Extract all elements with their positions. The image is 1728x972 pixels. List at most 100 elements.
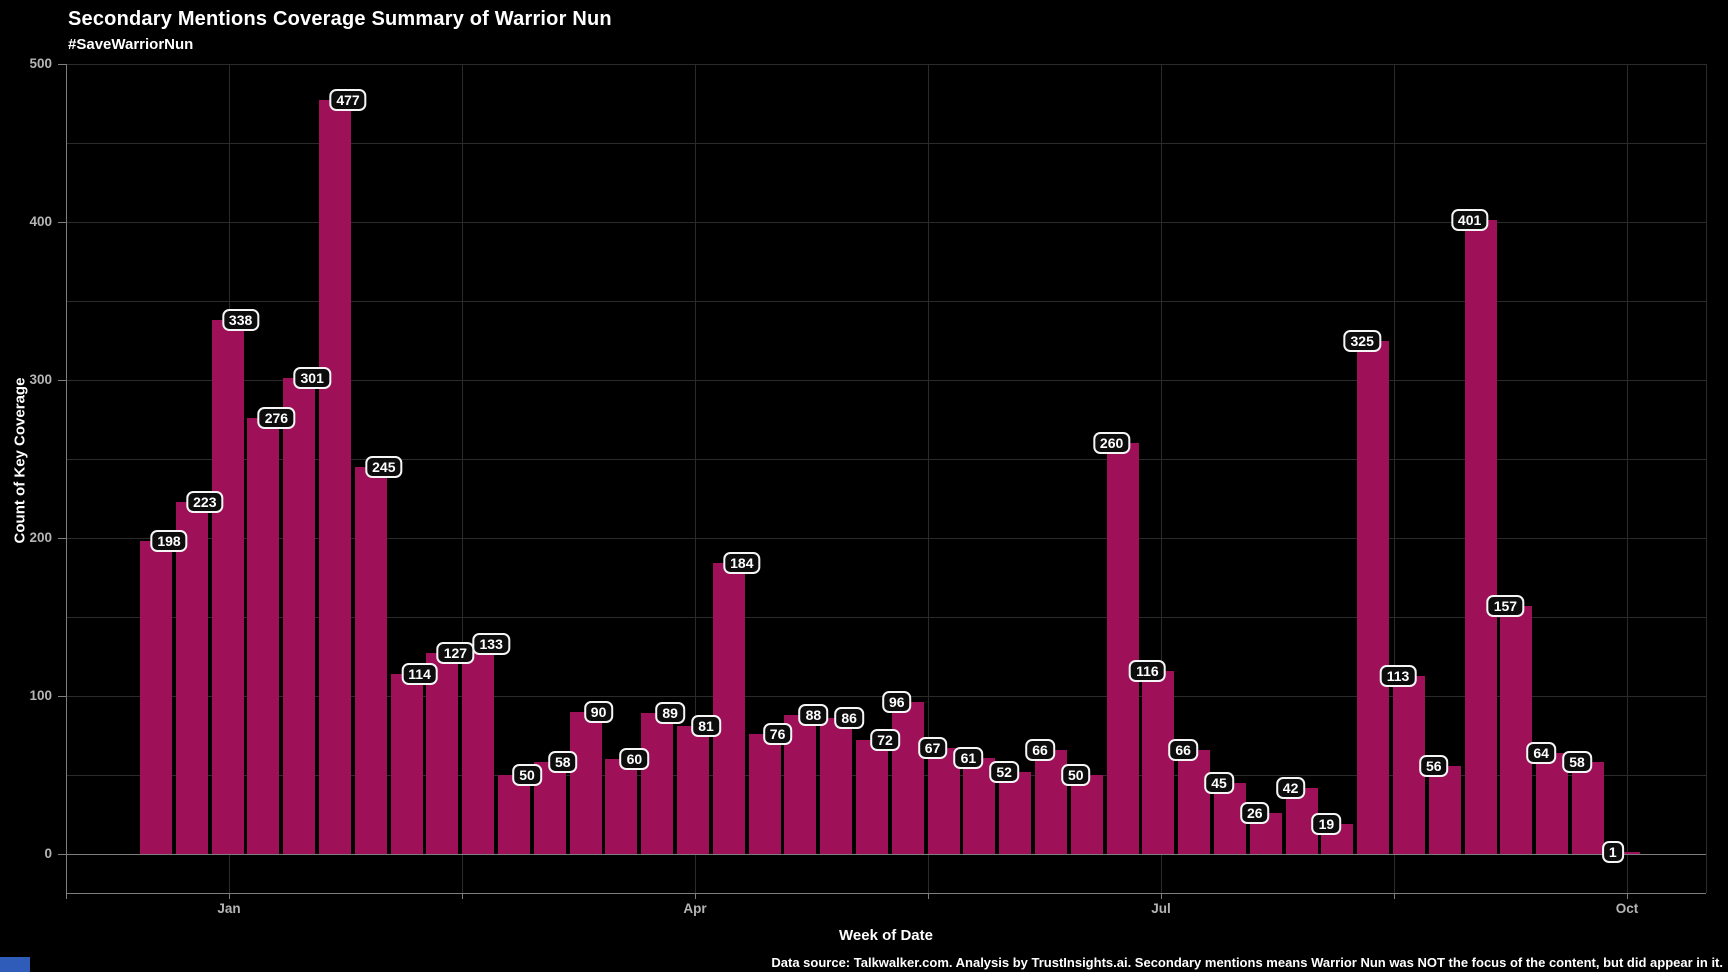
x-axis-tick bbox=[462, 893, 463, 899]
bar-week-9[interactable] bbox=[426, 653, 459, 854]
x-axis-tick bbox=[1394, 893, 1395, 899]
bar-week-39[interactable] bbox=[1500, 605, 1533, 854]
vertical-gridline bbox=[1627, 64, 1628, 893]
bar-value-label: 86 bbox=[834, 707, 864, 730]
corner-accent bbox=[0, 957, 30, 972]
bar-value-label: 338 bbox=[221, 309, 260, 331]
x-tick-label-jan: Jan bbox=[217, 901, 241, 916]
bar-value-label: 133 bbox=[472, 632, 510, 655]
plot-right-border bbox=[1706, 64, 1707, 893]
bar-week-3[interactable] bbox=[211, 320, 244, 854]
bar-value-label: 88 bbox=[798, 704, 829, 726]
vertical-gridline bbox=[462, 64, 463, 893]
bar-value-label: 301 bbox=[293, 367, 331, 390]
horizontal-gridline bbox=[66, 380, 1706, 381]
horizontal-gridline bbox=[66, 222, 1706, 223]
bar-week-16[interactable] bbox=[677, 726, 709, 854]
bar-value-label: 90 bbox=[583, 700, 614, 723]
bar-week-38[interactable] bbox=[1464, 220, 1497, 854]
y-tick-label: 200 bbox=[29, 530, 52, 545]
bar-week-11[interactable] bbox=[498, 775, 530, 854]
y-axis-tick bbox=[58, 854, 66, 855]
horizontal-gridline bbox=[66, 459, 1706, 460]
bar-value-label: 1 bbox=[1601, 841, 1624, 864]
bar-week-5[interactable] bbox=[283, 378, 316, 854]
bar-value-label: 26 bbox=[1240, 801, 1270, 824]
bar-value-label: 127 bbox=[436, 642, 475, 665]
bar-value-label: 72 bbox=[870, 729, 900, 752]
vertical-gridline bbox=[1394, 64, 1395, 893]
bar-week-1[interactable] bbox=[140, 541, 172, 854]
bar-week-29[interactable] bbox=[1142, 670, 1175, 854]
bar-value-label: 157 bbox=[1486, 594, 1525, 617]
bar-week-28[interactable] bbox=[1106, 443, 1139, 854]
bar-week-8[interactable] bbox=[390, 673, 423, 854]
y-axis-tick bbox=[58, 64, 66, 65]
horizontal-gridline bbox=[66, 617, 1706, 618]
bar-week-35[interactable] bbox=[1357, 340, 1390, 854]
bar-value-label: 56 bbox=[1419, 754, 1449, 777]
chart-subtitle: #SaveWarriorNun bbox=[68, 36, 194, 53]
bar-week-27[interactable] bbox=[1070, 775, 1103, 854]
bar-week-41[interactable] bbox=[1572, 762, 1604, 854]
bar-value-label: 60 bbox=[619, 748, 650, 771]
bar-week-17[interactable] bbox=[712, 563, 745, 854]
vertical-gridline bbox=[695, 64, 696, 893]
x-axis-tick bbox=[1161, 893, 1162, 899]
bar-value-label: 260 bbox=[1092, 432, 1131, 455]
chart-title: Secondary Mentions Coverage Summary of W… bbox=[68, 8, 612, 30]
vertical-gridline bbox=[1161, 64, 1162, 893]
x-axis-tick bbox=[1627, 893, 1628, 899]
bar-value-label: 401 bbox=[1450, 209, 1489, 232]
bar-value-label: 19 bbox=[1311, 813, 1342, 835]
y-axis-tick bbox=[58, 696, 66, 697]
bar-value-label: 198 bbox=[150, 530, 188, 553]
horizontal-gridline bbox=[66, 538, 1706, 539]
x-tick-label-oct: Oct bbox=[1615, 901, 1639, 916]
bar-value-label: 245 bbox=[365, 455, 403, 478]
bar-week-2[interactable] bbox=[175, 501, 208, 854]
bar-week-42[interactable] bbox=[1607, 852, 1640, 854]
bar-value-label: 67 bbox=[917, 737, 948, 760]
bar-week-14[interactable] bbox=[605, 759, 638, 854]
x-axis-title: Week of Date bbox=[839, 927, 933, 944]
bar-value-label: 89 bbox=[655, 702, 685, 725]
bar-value-label: 50 bbox=[1061, 764, 1091, 786]
horizontal-gridline bbox=[66, 301, 1706, 302]
bar-week-18[interactable] bbox=[748, 733, 781, 854]
bar-value-label: 114 bbox=[401, 662, 438, 685]
y-axis-tick bbox=[58, 380, 66, 381]
bar-week-20[interactable] bbox=[820, 718, 853, 854]
y-axis-tick bbox=[58, 222, 66, 223]
bar-week-10[interactable] bbox=[462, 643, 495, 854]
bar-week-25[interactable] bbox=[999, 771, 1032, 854]
bar-week-21[interactable] bbox=[856, 740, 888, 854]
y-axis-title: Count of Key Coverage bbox=[11, 377, 29, 544]
data-source-attribution: Data source: Talkwalker.com. Analysis by… bbox=[771, 955, 1723, 970]
bar-week-6[interactable] bbox=[319, 100, 351, 854]
bar-value-label: 116 bbox=[1129, 659, 1166, 682]
bar-value-label: 66 bbox=[1025, 738, 1055, 761]
bar-week-4[interactable] bbox=[247, 417, 280, 854]
horizontal-gridline bbox=[66, 64, 1706, 65]
bar-value-label: 184 bbox=[723, 552, 761, 575]
bar-value-label: 223 bbox=[186, 490, 224, 513]
bar-week-37[interactable] bbox=[1428, 765, 1461, 854]
bar-week-30[interactable] bbox=[1178, 749, 1211, 854]
y-tick-label: 0 bbox=[44, 846, 52, 861]
bar-value-label: 276 bbox=[257, 406, 296, 429]
bar-value-label: 113 bbox=[1379, 664, 1417, 687]
x-axis-tick bbox=[229, 893, 230, 899]
bar-week-13[interactable] bbox=[569, 711, 602, 854]
y-tick-label: 300 bbox=[29, 372, 52, 387]
bar-week-15[interactable] bbox=[641, 713, 674, 854]
bar-week-22[interactable] bbox=[891, 702, 924, 854]
horizontal-gridline bbox=[66, 143, 1706, 144]
y-axis-line bbox=[66, 64, 67, 899]
bar-value-label: 42 bbox=[1275, 776, 1306, 799]
bar-week-7[interactable] bbox=[354, 466, 387, 854]
bar-value-label: 58 bbox=[548, 751, 578, 774]
zero-line bbox=[66, 854, 1706, 855]
bar-value-label: 66 bbox=[1168, 738, 1198, 761]
